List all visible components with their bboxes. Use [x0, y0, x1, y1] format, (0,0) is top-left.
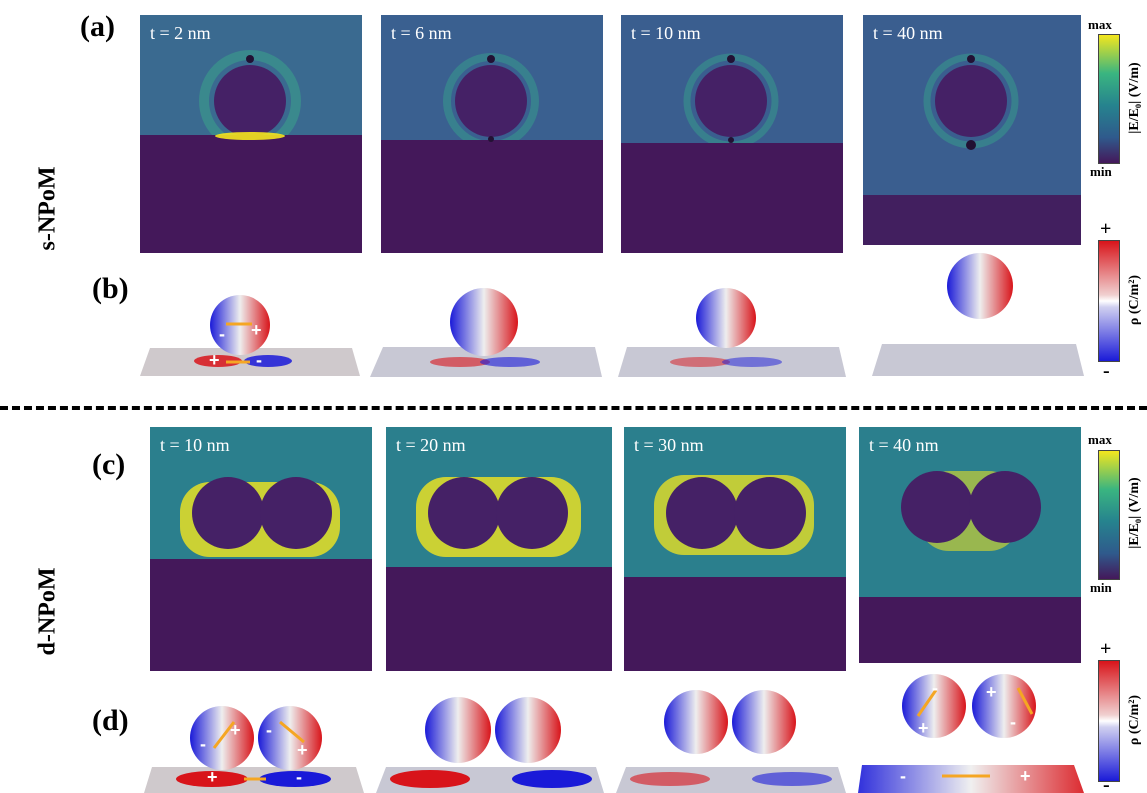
colorbar-title-field: |E/E₀| (V/m): [1127, 477, 1142, 549]
panel-label-c: (c): [92, 448, 126, 481]
colorbar-min-label: min: [1090, 580, 1112, 595]
colorbar-max-label: max: [1088, 17, 1112, 32]
colorbar-min-label: min: [1090, 164, 1112, 179]
sign-plus: +: [209, 350, 220, 370]
sign-plus: +: [207, 767, 218, 787]
field-panel-d-4: t = 40 nm: [859, 427, 1081, 663]
field-colorbar-top: [1098, 34, 1120, 164]
field-map-s-3: [621, 15, 843, 253]
field-map-s-1: [140, 15, 362, 253]
charge-colorbar-minus: -: [1103, 360, 1110, 382]
panel-label-d: (d): [92, 704, 129, 737]
field-panel-s-2: t = 6 nm: [381, 15, 603, 253]
time-label: t = 2 nm: [150, 23, 211, 43]
sign-minus: -: [932, 678, 938, 698]
sign-plus: +: [230, 720, 241, 740]
charge-colorbar-plus: +: [1100, 638, 1112, 660]
sign-plus: +: [986, 682, 997, 702]
sign-minus: -: [200, 734, 206, 754]
sign-plus: +: [297, 740, 308, 760]
field-map-d-1: [150, 427, 372, 671]
field-map-d-3: [624, 427, 846, 671]
time-label: t = 40 nm: [873, 23, 943, 43]
charge-colorbar-plus: +: [1100, 218, 1112, 240]
time-label: t = 6 nm: [391, 23, 452, 43]
colorbar-title-field: |E/E₀| (V/m): [1127, 62, 1142, 134]
sign-plus: +: [251, 320, 262, 340]
field-colorbar-bottom: [1098, 450, 1120, 580]
row-label-d-npom: d-NPoM: [34, 567, 61, 656]
charge-colorbar-minus: -: [1103, 774, 1110, 793]
sign-minus: -: [1010, 712, 1016, 732]
charge-colorbar-top: [1098, 240, 1120, 362]
sign-minus: -: [219, 324, 225, 344]
sign-plus: +: [1020, 766, 1031, 786]
field-map-d-4: [859, 427, 1081, 663]
field-map-s-2: [381, 15, 603, 253]
field-panel-s-1: t = 2 nm: [140, 15, 362, 253]
dashed-divider: [0, 406, 1147, 410]
colorbar-title-charge: ρ (C/m²): [1127, 274, 1142, 326]
time-label: t = 20 nm: [396, 435, 466, 455]
panel-label-a: (a): [80, 10, 115, 43]
colorbar-title-charge: ρ (C/m²): [1127, 694, 1142, 746]
time-label: t = 10 nm: [160, 435, 230, 455]
sign-minus: -: [256, 350, 262, 370]
field-panel-d-3: t = 30 nm: [624, 427, 846, 671]
field-map-s-4: [863, 15, 1081, 245]
colorbar-max-label: max: [1088, 432, 1112, 447]
sign-minus: -: [296, 767, 302, 787]
sign-plus: +: [918, 718, 929, 738]
field-panel-s-3: t = 10 nm: [621, 15, 843, 253]
row-label-s-npom: s-NPoM: [34, 166, 61, 251]
time-label: t = 40 nm: [869, 435, 939, 455]
field-panel-s-4: t = 40 nm: [863, 15, 1081, 245]
charge-colorbar-bottom: [1098, 660, 1120, 782]
time-label: t = 10 nm: [631, 23, 701, 43]
sign-minus: -: [266, 720, 272, 740]
field-map-d-2: [386, 427, 612, 671]
time-label: t = 30 nm: [634, 435, 704, 455]
panel-label-b: (b): [92, 272, 129, 305]
field-panel-d-2: t = 20 nm: [386, 427, 612, 671]
sign-minus: -: [900, 766, 906, 786]
field-panel-d-1: t = 10 nm: [150, 427, 372, 671]
